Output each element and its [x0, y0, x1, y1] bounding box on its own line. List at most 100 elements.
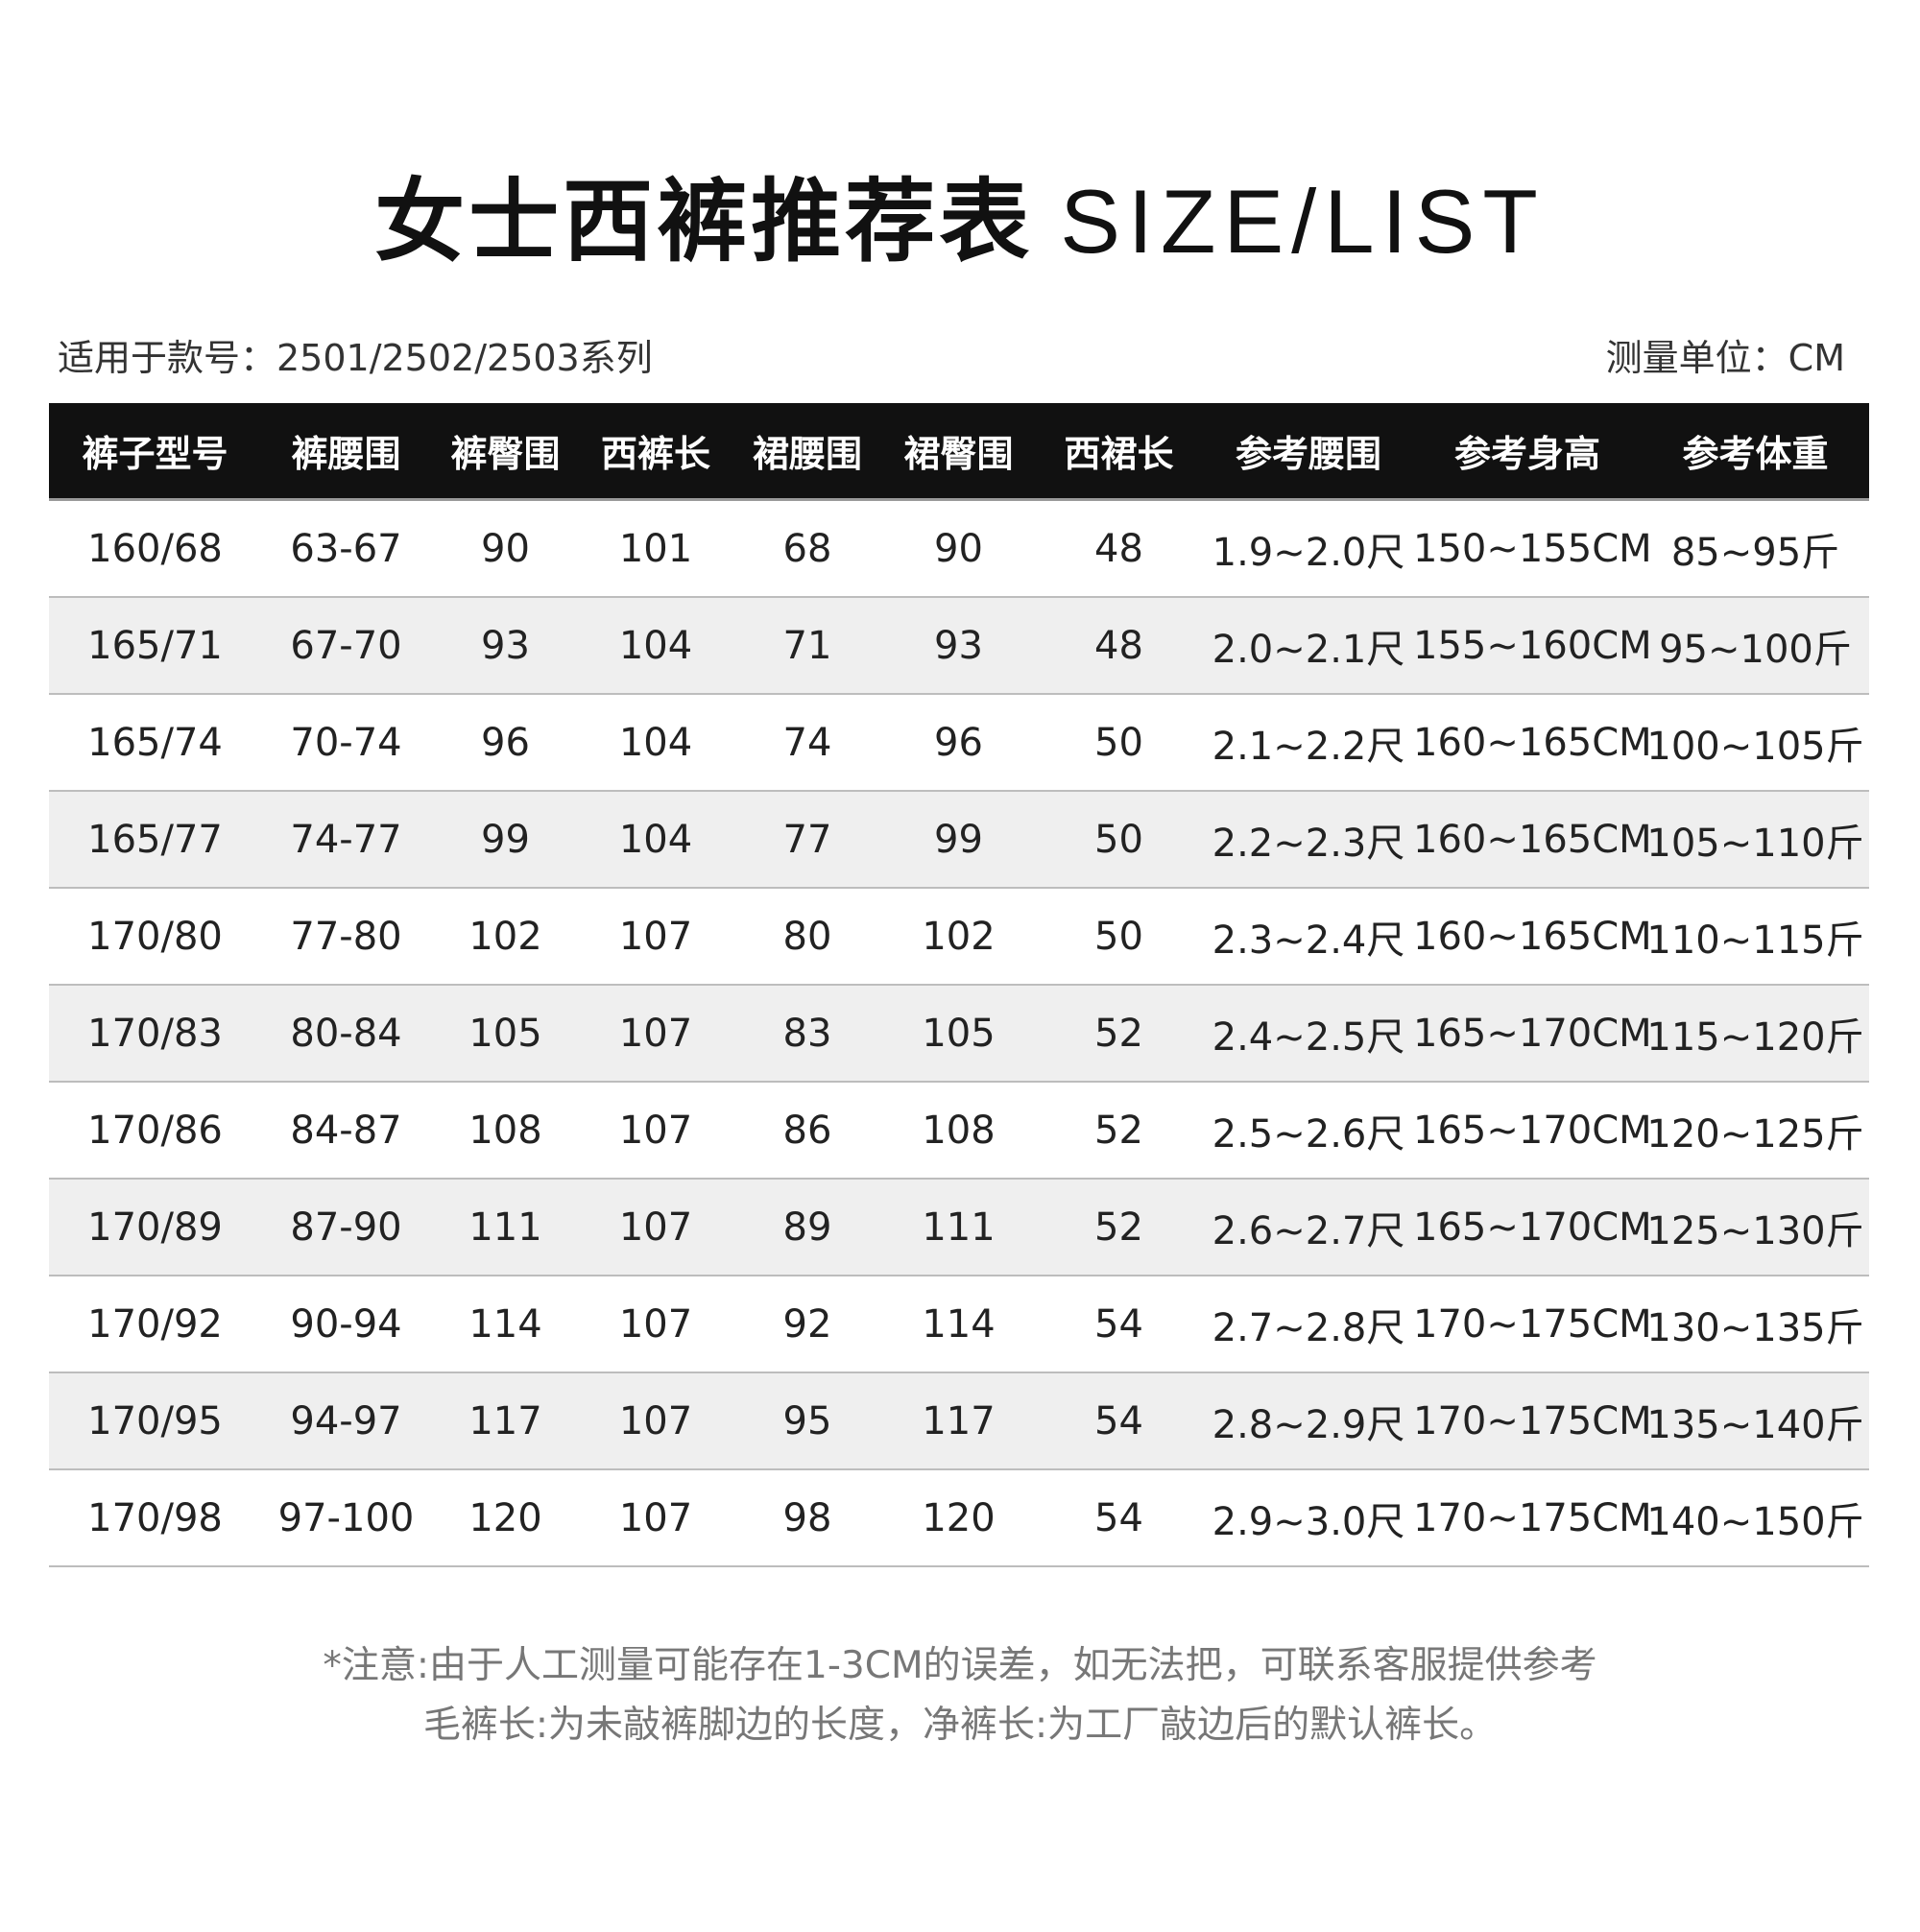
table-cell: 93 [481, 623, 530, 668]
table-cell: 104 [618, 720, 693, 765]
table-cell: 74 [782, 720, 832, 765]
table-cell: 160~165CM [1413, 914, 1652, 959]
column-header: 裤子型号 [82, 433, 228, 475]
table-cell: 95 [782, 1398, 832, 1443]
table-cell: 120 [922, 1495, 996, 1540]
table-cell: 93 [934, 623, 983, 668]
column-header: 裙臀围 [903, 433, 1014, 475]
table-cell: 105 [922, 1011, 996, 1056]
table-cell: 63-67 [290, 526, 402, 571]
table-row: 170/80 77-80 102 107 80 102 50 2.3~2.4尺 160~165C… [49, 889, 1869, 986]
table-cell: 2.7~2.8尺 [1212, 1305, 1405, 1350]
table-cell: 107 [618, 1301, 693, 1347]
table-cell: 2.3~2.4尺 [1212, 918, 1405, 963]
table-row: 170/86 84-87 108 107 86 108 52 2.5~2.6尺 165~170C… [49, 1083, 1869, 1180]
table-cell: 100~105斤 [1646, 724, 1864, 769]
table-cell: 52 [1094, 1108, 1143, 1153]
table-cell: 97-100 [277, 1495, 415, 1540]
table-cell: 108 [468, 1108, 542, 1153]
table-cell: 165~170CM [1413, 1011, 1652, 1056]
table-cell: 2.4~2.5尺 [1212, 1014, 1405, 1060]
table-cell: 99 [481, 817, 530, 862]
table-cell: 77-80 [290, 914, 402, 959]
note-line: 毛裤长:为未敲裤脚边的长度，净裤长:为工厂敲边后的默认裤长。 [422, 1704, 1498, 1747]
table-cell: 50 [1094, 720, 1143, 765]
table-cell: 170/80 [87, 914, 223, 959]
table-cell: 120~125斤 [1646, 1111, 1864, 1157]
table-row: 170/95 94-97 117 107 95 117 54 2.8~2.9尺 170~175C… [49, 1373, 1869, 1470]
table-cell: 2.9~3.0尺 [1212, 1499, 1405, 1544]
column-header: 参考腰围 [1235, 433, 1381, 475]
table-cell: 165~170CM [1413, 1108, 1652, 1153]
table-cell: 85~95斤 [1670, 530, 1840, 575]
table-cell: 170/98 [87, 1495, 223, 1540]
table-cell: 2.2~2.3尺 [1212, 821, 1405, 866]
table-row: 170/98 97-100 120 107 98 120 54 2.9~3.0尺 170~175… [49, 1470, 1869, 1567]
table-cell: 102 [468, 914, 542, 959]
table-cell: 80-84 [290, 1011, 402, 1056]
table-cell: 84-87 [290, 1108, 402, 1153]
table-cell: 48 [1094, 526, 1143, 571]
table-cell: 90-94 [290, 1301, 402, 1347]
table-cell: 99 [934, 817, 983, 862]
column-header: 参考体重 [1682, 433, 1829, 475]
table-cell: 70-74 [290, 720, 402, 765]
table-cell: 52 [1094, 1205, 1143, 1250]
table-cell: 52 [1094, 1011, 1143, 1056]
table-row: 165/71 67-70 93 104 71 93 48 2.0~2.1尺 155~160CM 9… [49, 598, 1869, 695]
table-row: 170/92 90-94 114 107 92 114 54 2.7~2.8尺 170~175C… [49, 1276, 1869, 1373]
table-cell: 54 [1094, 1301, 1143, 1347]
column-header: 参考身高 [1453, 433, 1600, 475]
table-cell: 155~160CM [1413, 623, 1652, 668]
table-cell: 105~110斤 [1646, 821, 1864, 866]
table-cell: 125~130斤 [1646, 1208, 1864, 1253]
table-cell: 96 [934, 720, 983, 765]
table-cell: 160/68 [87, 526, 223, 571]
table-cell: 135~140斤 [1646, 1402, 1864, 1447]
table-cell: 101 [618, 526, 693, 571]
table-cell: 2.1~2.2尺 [1212, 724, 1405, 769]
table-cell: 74-77 [290, 817, 402, 862]
table-cell: 67-70 [290, 623, 402, 668]
table-cell: 170~175CM [1413, 1398, 1652, 1443]
table-cell: 80 [782, 914, 832, 959]
table-cell: 165/71 [87, 623, 223, 668]
table-cell: 115~120斤 [1646, 1014, 1864, 1060]
table-cell: 92 [782, 1301, 832, 1347]
table-row: 160/68 63-67 90 101 68 90 48 1.9~2.0尺 150~155CM 8… [49, 501, 1869, 598]
table-cell: 108 [922, 1108, 996, 1153]
table-cell: 120 [468, 1495, 542, 1540]
table-cell: 165/74 [87, 720, 223, 765]
table-cell: 2.8~2.9尺 [1212, 1402, 1405, 1447]
table-cell: 110~115斤 [1646, 918, 1864, 963]
table-cell: 95~100斤 [1659, 627, 1852, 672]
table-row: 170/89 87-90 111 107 89 111 52 2.6~2.7尺 165~170C… [49, 1180, 1869, 1276]
table-cell: 160~165CM [1413, 720, 1652, 765]
table-cell: 107 [618, 1011, 693, 1056]
column-header: 西裙长 [1064, 433, 1174, 475]
column-header: 裤腰围 [291, 433, 401, 475]
table-cell: 50 [1094, 817, 1143, 862]
table-cell: 105 [468, 1011, 542, 1056]
table-cell: 96 [481, 720, 530, 765]
table-cell: 54 [1094, 1495, 1143, 1540]
table-cell: 170/83 [87, 1011, 223, 1056]
table-cell: 170~175CM [1413, 1495, 1652, 1540]
table-cell: 107 [618, 1495, 693, 1540]
table-cell: 111 [922, 1205, 996, 1250]
table-cell: 130~135斤 [1646, 1305, 1864, 1350]
table-cell: 98 [782, 1495, 832, 1540]
table-cell: 140~150斤 [1646, 1499, 1864, 1544]
table-cell: 160~165CM [1413, 817, 1652, 862]
table-cell: 170~175CM [1413, 1301, 1652, 1347]
table-cell: 165~170CM [1413, 1205, 1652, 1250]
table-cell: 54 [1094, 1398, 1143, 1443]
page-title: 女士西裤推荐表 SIZE/LIST [0, 168, 1920, 276]
table-cell: 111 [468, 1205, 542, 1250]
table-cell: 117 [468, 1398, 542, 1443]
size-table: 裤子型号 裤腰围 裤臀围 西裤长 裙腰围 裙臀围 西裙长 参考腰围 参考身高 参考体重 160/68… [49, 403, 1869, 1567]
table-header-row: 裤子型号 裤腰围 裤臀围 西裤长 裙腰围 裙臀围 西裙长 参考腰围 参考身高 参考体重 [49, 403, 1869, 501]
table-cell: 170/92 [87, 1301, 223, 1347]
applicable-models: 适用于款号：2501/2502/2503系列 [58, 337, 653, 379]
table-cell: 102 [922, 914, 996, 959]
